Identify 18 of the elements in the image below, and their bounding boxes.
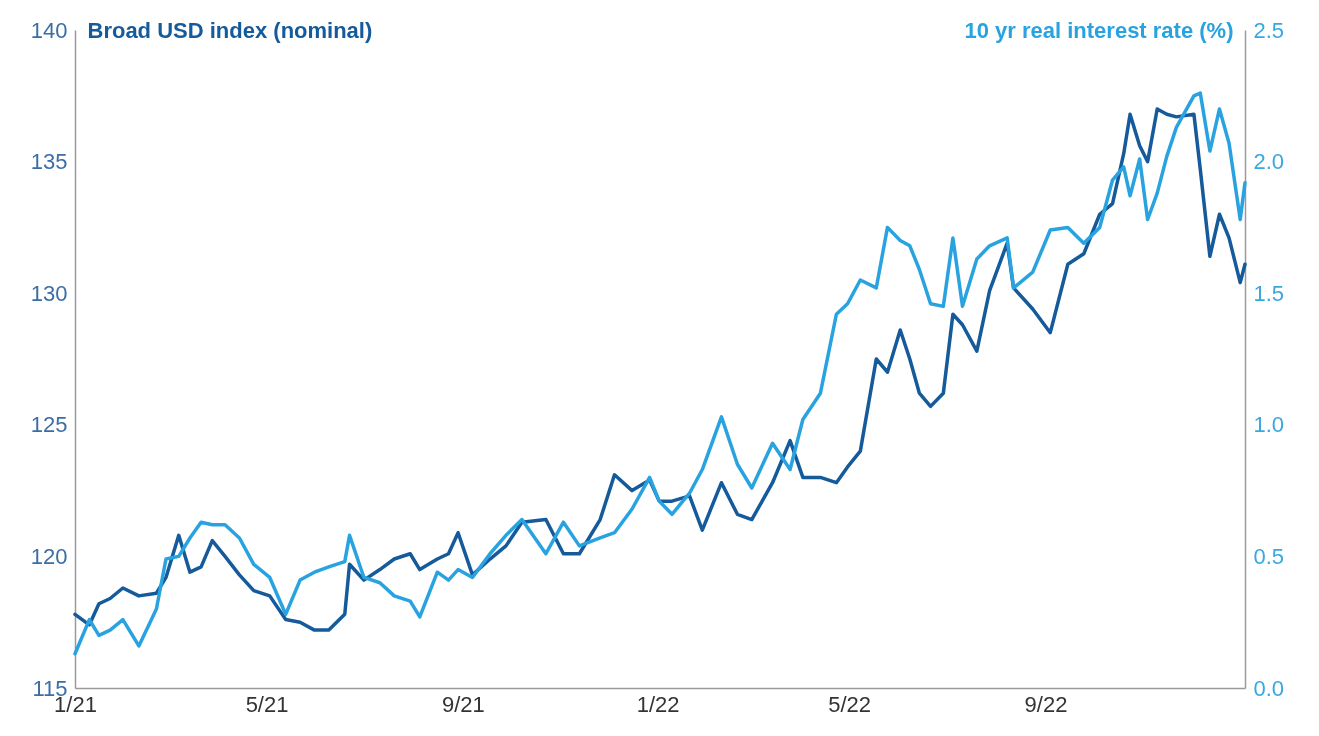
- x-tick-label: 5/21: [245, 691, 289, 717]
- y2-tick-label: 1.5: [1253, 280, 1285, 306]
- y2-tick-label: 2.5: [1253, 17, 1285, 43]
- y2-tick-label: 0.0: [1253, 675, 1285, 701]
- y-tick-label: 140: [30, 17, 68, 43]
- y2-axis-title: 10 yr real interest rate (%): [964, 17, 1234, 43]
- y2-tick-label: 2.0: [1253, 149, 1285, 175]
- y-tick-label: 130: [30, 280, 68, 306]
- y2-tick-label: 0.5: [1253, 543, 1285, 569]
- x-tick-label: 1/22: [636, 691, 680, 717]
- y2-tick-label: 1.0: [1253, 412, 1285, 438]
- y-tick-label: 120: [30, 543, 68, 569]
- x-tick-label: 5/22: [828, 691, 872, 717]
- y-tick-label: 135: [30, 149, 68, 175]
- y-axis-title: Broad USD index (nominal): [87, 17, 373, 43]
- x-tick-label: 9/22: [1024, 691, 1068, 717]
- x-tick-label: 9/21: [441, 691, 485, 717]
- y-tick-label: 125: [30, 412, 68, 438]
